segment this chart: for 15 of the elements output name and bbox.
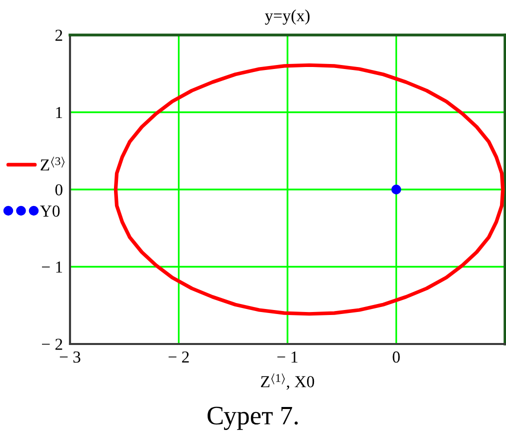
x-tick-label: − 3	[60, 351, 80, 363]
y-tick-label: − 2	[42, 338, 62, 350]
x-tick-label: − 1	[277, 352, 298, 363]
line-series	[114, 63, 505, 316]
y-tick-label: 1	[56, 107, 62, 118]
text: Сурет 7.	[208, 406, 298, 430]
x-tick-label: 0	[392, 351, 400, 363]
chart-title: y=y(x)	[264, 10, 310, 25]
y-tick-label: 0	[55, 184, 62, 196]
legend-label: Z$^{⟨3⟩}$	[40, 156, 64, 170]
y-tick-label: 2	[55, 30, 62, 41]
x-axis-title: Z$^{⟨1⟩}$, X0	[260, 374, 314, 390]
legend-label: Y0	[40, 206, 60, 217]
y-tick-label: − 1	[42, 262, 62, 273]
x-tick-label: − 2	[168, 351, 189, 363]
